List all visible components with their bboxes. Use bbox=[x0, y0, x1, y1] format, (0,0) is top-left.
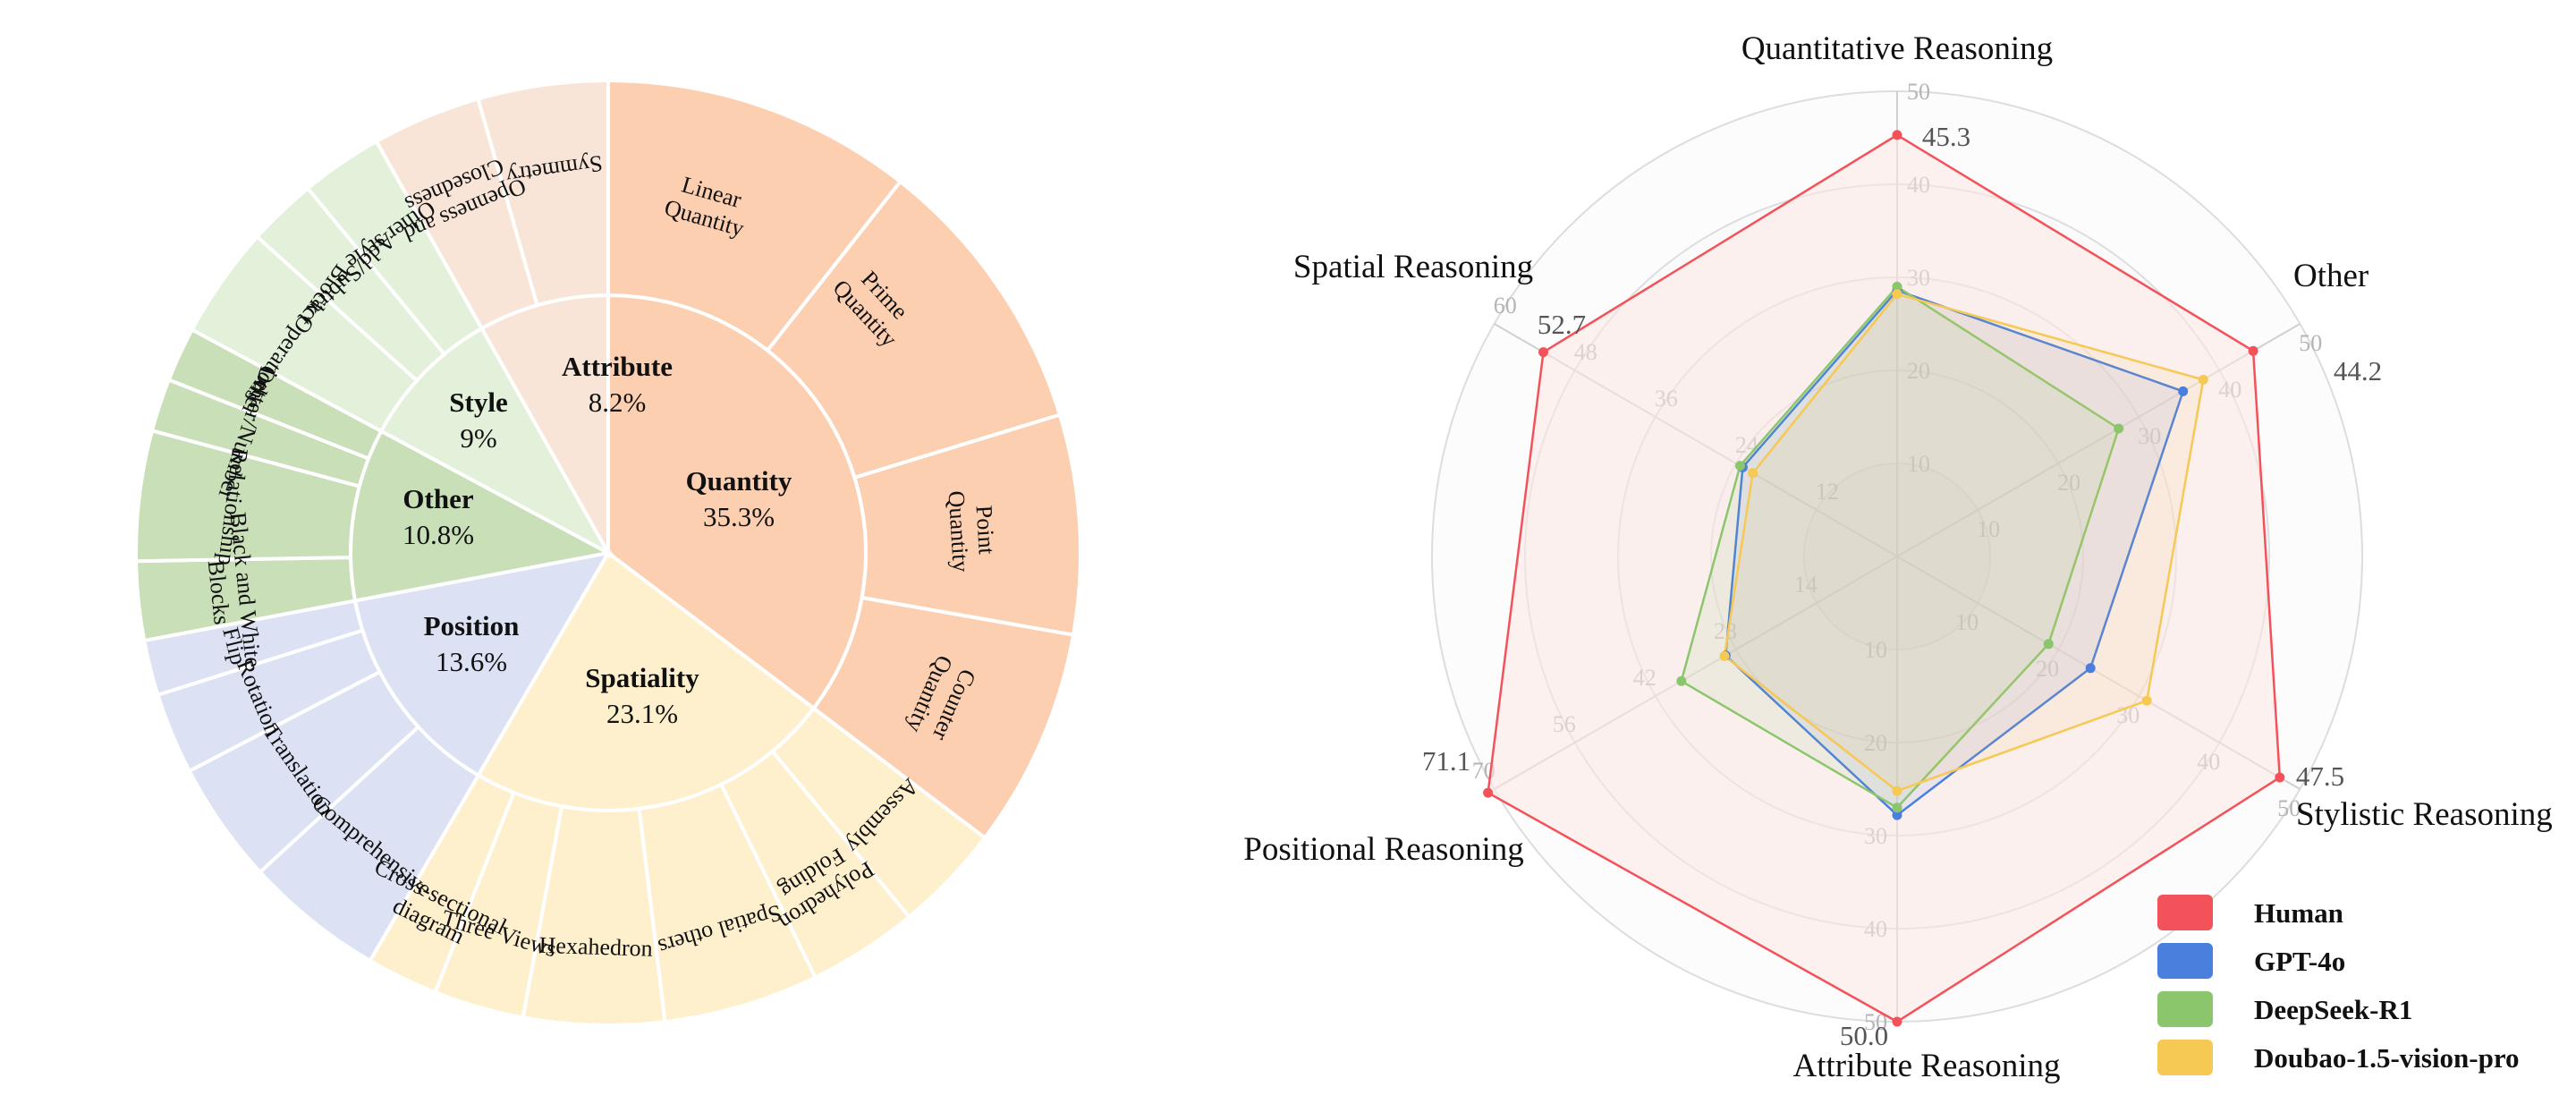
radar-point-human bbox=[1892, 1016, 1902, 1027]
sunburst-inner-label-spatiality: Spatiality bbox=[585, 662, 699, 693]
sunburst-inner-label-style: Style bbox=[449, 386, 507, 418]
radar-point-doubao-1-5-vision-pro bbox=[2198, 374, 2208, 385]
radar-point-human bbox=[1892, 130, 1902, 140]
legend-swatch-doubao-1-5-vision-pro bbox=[2157, 1040, 2213, 1075]
legend-label-deepseek-r1: DeepSeek-R1 bbox=[2254, 994, 2412, 1025]
radar-point-doubao-1-5-vision-pro bbox=[1892, 786, 1902, 796]
legend-label-human: Human bbox=[2254, 897, 2343, 929]
radar-point-human bbox=[2248, 345, 2258, 356]
radar-human-value-label: 71.1 bbox=[1422, 745, 1470, 777]
radar-point-doubao-1-5-vision-pro bbox=[1892, 289, 1902, 300]
radar-point-deepseek-r1 bbox=[1892, 803, 1902, 813]
legend-swatch-deepseek-r1 bbox=[2157, 991, 2213, 1027]
radar-axis-label-spatial-reasoning: Spatial Reasoning bbox=[1293, 249, 1533, 285]
radar-tick-label: 60 bbox=[1494, 293, 1517, 318]
radar-point-doubao-1-5-vision-pro bbox=[1748, 468, 1758, 479]
radar-point-deepseek-r1 bbox=[1676, 675, 1687, 686]
radar-human-value-label: 52.7 bbox=[1538, 309, 1586, 340]
radar-human-value-label: 50.0 bbox=[1840, 1020, 1888, 1051]
sunburst-outer-label: Hexahedron bbox=[538, 932, 653, 962]
radar-point-gpt-4o bbox=[1892, 810, 1902, 820]
radar-human-value-label: 45.3 bbox=[1922, 121, 1970, 152]
sunburst-inner-label-position: Position bbox=[424, 610, 520, 641]
radar-chart: 1020304050102030405010203040501020304050… bbox=[1243, 30, 2552, 1084]
sunburst-outer-label: PointQuantity bbox=[943, 488, 1000, 573]
radar-point-gpt-4o bbox=[2085, 663, 2096, 674]
sunburst-inner-label-other: Other bbox=[402, 483, 473, 514]
sunburst-inner-percent-style: 9% bbox=[460, 422, 496, 454]
radar-tick-label: 50 bbox=[1907, 79, 1930, 105]
radar-point-deepseek-r1 bbox=[1734, 461, 1745, 471]
radar-point-gpt-4o bbox=[2178, 386, 2189, 396]
radar-point-deepseek-r1 bbox=[2043, 639, 2054, 650]
radar-human-value-label: 47.5 bbox=[2296, 760, 2344, 792]
sunburst-inner-label-attribute: Attribute bbox=[562, 351, 673, 382]
radar-point-doubao-1-5-vision-pro bbox=[1719, 650, 1730, 661]
sunburst-outer-symmetry bbox=[475, 78, 610, 308]
radar-point-human bbox=[1483, 787, 1494, 798]
sunburst-inner-percent-other: 10.8% bbox=[402, 519, 474, 550]
radar-point-human bbox=[1538, 347, 1548, 358]
radar-point-deepseek-r1 bbox=[2114, 423, 2124, 434]
legend-label-doubao-1-5-vision-pro: Doubao-1.5-vision-pro bbox=[2254, 1042, 2520, 1074]
sunburst-inner-percent-attribute: 8.2% bbox=[589, 386, 647, 418]
radar-human-value-label: 44.2 bbox=[2334, 355, 2382, 386]
sunburst-chart: LinearQuantityPrimeQuantityPointQuantity… bbox=[134, 78, 1082, 1027]
sunburst-inner-percent-position: 13.6% bbox=[436, 646, 507, 677]
radar-tick-label: 50 bbox=[2277, 795, 2301, 821]
radar-axis-label-attribute-reasoning: Attribute Reasoning bbox=[1792, 1048, 2060, 1084]
radar-tick-label: 50 bbox=[2299, 330, 2322, 356]
sunburst-inner-percent-spatiality: 23.1% bbox=[606, 698, 678, 729]
sunburst-outer-linear-quantity bbox=[606, 78, 903, 353]
radar-axis-label-other: Other bbox=[2293, 258, 2368, 294]
radar-point-human bbox=[2275, 772, 2285, 783]
legend-swatch-human bbox=[2157, 895, 2213, 930]
sunburst-inner-percent-quantity: 35.3% bbox=[703, 501, 775, 532]
legend-swatch-gpt-4o bbox=[2157, 943, 2213, 979]
radar-axis-label-positional-reasoning: Positional Reasoning bbox=[1243, 831, 1523, 868]
sunburst-inner-label-quantity: Quantity bbox=[686, 465, 792, 497]
legend-label-gpt-4o: GPT-4o bbox=[2254, 946, 2345, 977]
radar-point-deepseek-r1 bbox=[1892, 281, 1902, 292]
radar-point-doubao-1-5-vision-pro bbox=[2141, 695, 2152, 706]
radar-axis-label-quantitative-reasoning: Quantitative Reasoning bbox=[1741, 30, 2053, 67]
radar-axis-label-stylistic-reasoning: Stylistic Reasoning bbox=[2296, 796, 2553, 833]
radar-legend: Human GPT-4o DeepSeek-R1 Doubao-1.5-vision-… bbox=[2157, 895, 2520, 1075]
